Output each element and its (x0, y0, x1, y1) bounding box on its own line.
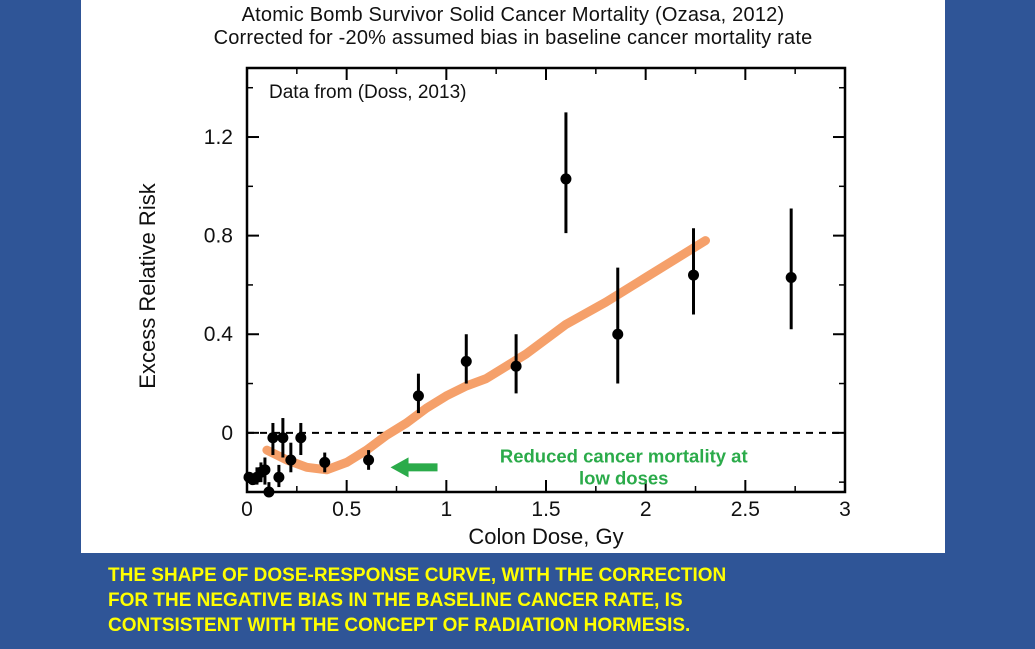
data-point-7 (267, 432, 279, 444)
data-point-8 (273, 471, 285, 483)
x-tick-label-3: 1 (440, 498, 452, 521)
caption-line-2: FOR THE NEGATIVE BIAS IN THE BASELINE CA… (108, 590, 683, 611)
annotation-line-1: Reduced cancer mortality at (500, 445, 748, 466)
y-tick-label-2: 0.4 (204, 323, 234, 346)
data-point-19 (688, 269, 700, 281)
chart-panel: Atomic Bomb Survivor Solid Cancer Mortal… (81, 0, 945, 553)
data-point-20 (785, 272, 797, 284)
y-tick-label-1: 0 (221, 422, 233, 445)
data-point-9 (277, 432, 289, 444)
chart-title: Atomic Bomb Survivor Solid Cancer Mortal… (241, 4, 785, 26)
y-axis-label: Excess Relative Risk (135, 182, 160, 388)
x-tick-label-5: 2 (640, 498, 652, 521)
data-point-14 (412, 390, 424, 402)
arrow-shaft (406, 463, 438, 472)
x-tick-label-2: 0.5 (332, 498, 361, 521)
caption: THE SHAPE OF DOSE-RESPONSE CURVE, WITH T… (108, 563, 1008, 638)
x-tick-label-4: 1.5 (531, 498, 560, 521)
caption-line-1: THE SHAPE OF DOSE-RESPONSE CURVE, WITH T… (108, 565, 727, 586)
chart-subtitle: Corrected for -20% assumed bias in basel… (213, 27, 813, 49)
x-tick-label-6: 2.5 (731, 498, 760, 521)
x-tick-label-1: 0 (241, 498, 253, 521)
data-point-11 (295, 432, 307, 444)
fit-curve (262, 236, 710, 475)
data-point-15 (460, 355, 472, 367)
data-point-13 (363, 454, 375, 466)
data-point-17 (560, 173, 572, 185)
data-point-10 (285, 454, 297, 466)
annotation-line-2: low doses (579, 467, 668, 488)
inset-label: Data from (Doss, 2013) (269, 82, 466, 103)
data-point-18 (612, 328, 624, 340)
data-point-12 (319, 456, 331, 468)
y-tick-label-4: 1.2 (204, 126, 233, 149)
data-point-16 (510, 360, 522, 372)
y-tick-label-3: 0.8 (204, 225, 233, 248)
chart: 0 0.5 1 1.5 2 2.5 3 0 0.4 0.8 1.2 Colon Dose, Gy Exc… (135, 66, 851, 549)
caption-line-3: CONTSISTENT WITH THE CONCEPT OF RADIATIO… (108, 615, 691, 636)
x-tick-label-7: 3 (839, 498, 851, 521)
plot-frame (245, 66, 847, 494)
data-point-5 (259, 464, 271, 476)
green-arrow-icon (390, 457, 409, 478)
x-axis-label: Colon Dose, Gy (468, 524, 623, 549)
